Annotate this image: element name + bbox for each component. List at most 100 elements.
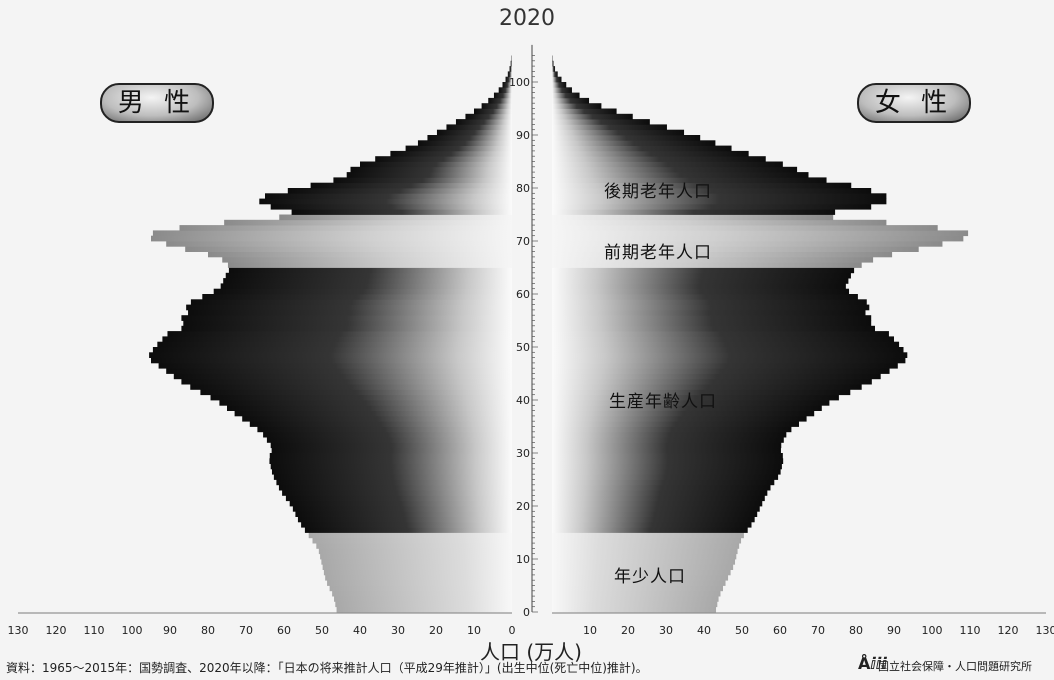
- source-note: 資料：1965〜2015年：国勢調査、2020年以降：「日本の将来推計人口（平成…: [6, 661, 648, 675]
- female-bar-age-27: [552, 463, 782, 470]
- male-bar-age-101: [507, 71, 512, 78]
- female-bar-age-62: [552, 278, 849, 284]
- male-bar-age-66: [222, 256, 512, 263]
- male-bar-age-18: [295, 511, 512, 517]
- male-bar-age-2: [334, 596, 512, 602]
- male-bar-age-33: [263, 431, 512, 438]
- male-bar-age-16: [301, 521, 512, 528]
- female-bar-age-49: [552, 347, 904, 353]
- male-x-tick-label: 100: [122, 624, 143, 637]
- female-bar-age-22: [552, 490, 768, 496]
- female-x-tick-label: 10: [583, 624, 597, 637]
- pyramid-bars: [149, 55, 969, 613]
- male-bar-age-7: [323, 569, 512, 576]
- male-bar-age-32: [266, 437, 512, 443]
- female-bar-age-76: [552, 203, 872, 210]
- male-bar-age-41: [200, 389, 512, 396]
- male-bar-age-63: [225, 272, 512, 279]
- male-bar-age-47: [151, 357, 512, 364]
- female-bar-age-78: [552, 193, 887, 199]
- male-bar-age-80: [310, 182, 512, 189]
- female-x-tick-label: 50: [735, 624, 749, 637]
- male-x-tick-label: 50: [315, 624, 329, 637]
- male-bar-age-40: [210, 394, 513, 401]
- female-x-tick-label: 70: [811, 624, 825, 637]
- male-bar-age-64: [228, 267, 512, 274]
- male-x-tick-label: 90: [163, 624, 177, 637]
- female-bar-age-55: [552, 315, 872, 321]
- female-bar-age-29: [552, 453, 783, 459]
- female-bar-age-74: [552, 214, 834, 221]
- male-bar-age-9: [321, 559, 512, 565]
- female-bar-age-87: [552, 145, 732, 152]
- male-bar-age-3: [332, 590, 512, 597]
- male-bar-age-85: [375, 156, 512, 162]
- female-bar-age-15: [552, 527, 748, 533]
- male-bar-age-46: [158, 362, 512, 369]
- male-bar-age-62: [223, 278, 512, 284]
- male-x-tick-label: 80: [201, 624, 215, 637]
- female-bar-age-16: [552, 521, 752, 528]
- organization-name: 国立社会保障・人口問題研究所: [878, 660, 1032, 673]
- male-bar-age-79: [287, 188, 512, 194]
- female-bar-age-82: [552, 172, 809, 178]
- male-bar-age-103: [510, 60, 512, 67]
- male-x-tick-label: 10: [467, 624, 481, 637]
- male-bar-age-11: [318, 548, 512, 555]
- male-bar-age-0: [336, 606, 512, 613]
- male-bar-age-5: [327, 580, 512, 586]
- male-bar-age-96: [488, 97, 512, 104]
- female-bar-age-2: [552, 596, 719, 602]
- male-bar-age-22: [282, 490, 512, 496]
- female-bar-age-51: [552, 336, 894, 343]
- male-bar-age-94: [474, 108, 512, 115]
- female-x-tick-label: 30: [659, 624, 673, 637]
- male-bar-age-68: [185, 246, 512, 252]
- male-bar-age-57: [186, 304, 512, 311]
- male-bar-age-49: [152, 347, 512, 353]
- male-bar-age-36: [242, 415, 512, 422]
- male-bar-age-10: [320, 553, 512, 560]
- female-bar-age-44: [552, 373, 881, 380]
- female-bar-age-9: [552, 559, 736, 565]
- male-bar-age-52: [167, 331, 512, 337]
- male-bar-age-60: [213, 288, 512, 295]
- female-bar-age-80: [552, 182, 852, 189]
- female-bar-age-97: [552, 92, 580, 99]
- legend-female-badge: 女 性: [857, 83, 971, 123]
- female-bar-age-48: [552, 352, 908, 358]
- male-bar-age-59: [202, 294, 513, 300]
- male-bar-age-1: [335, 601, 512, 608]
- female-bar-age-14: [552, 532, 744, 539]
- female-bar-age-26: [552, 468, 781, 475]
- female-bar-age-41: [552, 389, 851, 396]
- male-bar-age-39: [219, 400, 512, 406]
- female-bar-age-1: [552, 601, 718, 608]
- male-bar-age-12: [316, 543, 512, 549]
- female-bar-age-63: [552, 272, 851, 279]
- female-bar-age-50: [552, 341, 900, 348]
- female-bar-age-6: [552, 574, 729, 581]
- female-bar-age-24: [552, 479, 775, 486]
- male-bar-age-37: [234, 410, 512, 417]
- female-bar-age-68: [552, 246, 919, 252]
- female-bar-age-81: [552, 177, 827, 184]
- male-x-tick-label: 60: [277, 624, 291, 637]
- male-bar-age-53: [181, 325, 512, 332]
- male-bar-age-93: [465, 113, 512, 120]
- female-bar-age-61: [552, 283, 846, 290]
- female-bar-age-40: [552, 394, 839, 401]
- male-bar-age-76: [270, 203, 512, 210]
- male-bar-age-61: [220, 283, 512, 290]
- male-bar-age-44: [173, 373, 513, 380]
- female-bar-age-65: [552, 262, 862, 268]
- female-bar-age-83: [552, 166, 798, 173]
- female-bar-age-93: [552, 113, 633, 120]
- male-bar-age-54: [183, 320, 513, 327]
- female-x-tick-label: 80: [849, 624, 863, 637]
- male-bar-age-100: [505, 76, 512, 83]
- male-bar-age-58: [190, 299, 512, 305]
- female-bar-age-47: [552, 357, 906, 364]
- female-bar-age-95: [552, 103, 602, 109]
- female-bar-age-42: [552, 384, 862, 390]
